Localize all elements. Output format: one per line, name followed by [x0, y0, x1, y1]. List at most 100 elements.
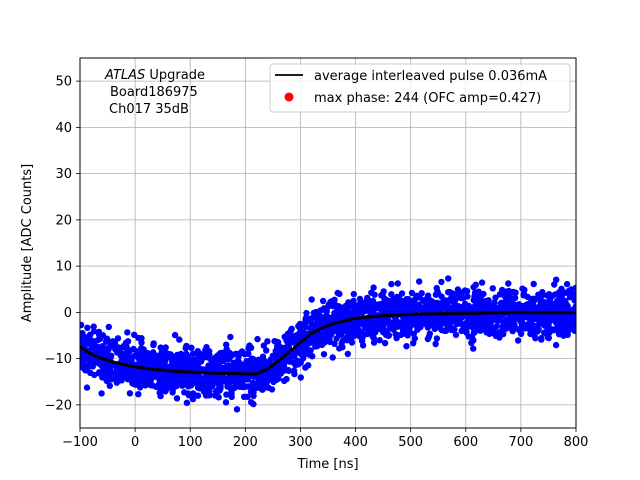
y-tick-label: 10 [55, 260, 72, 275]
sample-point [226, 355, 233, 363]
average-pulse-point [557, 310, 562, 315]
sample-point [302, 316, 309, 324]
sample-point [403, 343, 410, 350]
average-pulse-point [217, 371, 221, 376]
sample-point [206, 351, 213, 358]
average-pulse-point [395, 313, 400, 317]
sample-point [245, 383, 252, 390]
average-pulse-point [375, 314, 380, 319]
sample-point [509, 288, 516, 296]
sample-point [320, 351, 328, 358]
sample-point [89, 340, 96, 347]
sample-point [392, 331, 399, 338]
sample-point [402, 300, 409, 307]
sample-point [572, 303, 576, 310]
sample-point [550, 327, 557, 334]
sample-point [375, 316, 382, 324]
x-tick-label: 300 [288, 435, 313, 450]
average-pulse-point [104, 358, 109, 362]
sample-point [572, 295, 576, 303]
sample-point [479, 300, 486, 308]
sample-point [297, 332, 304, 339]
average-pulse-point [511, 310, 515, 315]
average-pulse-point [567, 310, 572, 315]
sample-point [348, 339, 356, 346]
average-pulse-point [319, 326, 324, 331]
sample-point [537, 299, 544, 306]
sample-point [544, 328, 551, 335]
sample-point [376, 337, 383, 344]
sample-point [179, 382, 186, 389]
average-pulse-point [316, 328, 320, 332]
average-pulse-point [144, 366, 148, 371]
average-pulse-point [432, 312, 436, 316]
axes-frame [79, 57, 577, 429]
sample-point [308, 296, 315, 303]
sample-point [371, 291, 378, 298]
sample-point [478, 322, 485, 329]
average-pulse-point [415, 312, 420, 316]
average-pulse-point [170, 369, 175, 373]
average-pulse-point [111, 360, 115, 364]
sample-point [416, 278, 423, 285]
average-pulse-point [521, 310, 525, 315]
sample-point [285, 366, 292, 374]
sample-point [455, 290, 462, 297]
average-pulse-point [461, 311, 466, 316]
average-pulse-point [342, 318, 347, 323]
sample-point [250, 384, 257, 392]
average-pulse-point [187, 370, 191, 374]
sample-point [433, 335, 441, 342]
average-pulse-point [180, 369, 185, 374]
sample-point [117, 365, 124, 372]
sample-point [318, 316, 325, 323]
sample-point [107, 339, 114, 347]
sample-point [297, 374, 304, 381]
sample-point [505, 280, 512, 287]
average-pulse-point [283, 353, 287, 358]
sample-point [553, 276, 560, 283]
sample-point [342, 302, 349, 310]
annotation-upgrade: Upgrade [145, 68, 205, 83]
x-axis-label: Time [ns] [296, 457, 358, 472]
average-pulse-point [356, 316, 360, 321]
sample-point [552, 305, 559, 312]
sample-point [473, 300, 480, 307]
sample-point [83, 384, 91, 391]
sample-point [492, 294, 499, 301]
sample-point [99, 374, 106, 381]
sample-point [337, 308, 345, 315]
sample-point [305, 362, 312, 369]
sample-point [142, 379, 150, 386]
sample-point [299, 321, 307, 328]
average-pulse-point [498, 310, 502, 315]
sample-point [489, 285, 496, 292]
sample-point [244, 393, 251, 400]
average-pulse-point [425, 312, 430, 316]
average-pulse-point [124, 363, 129, 367]
sample-point [495, 329, 502, 336]
average-pulse-point [213, 371, 218, 375]
sample-point [124, 329, 131, 336]
sample-point [303, 309, 310, 317]
sample-point [210, 363, 218, 370]
sample-point [84, 324, 91, 331]
sample-point [90, 328, 98, 335]
average-pulse-point [329, 322, 334, 327]
sample-point [319, 297, 327, 305]
sample-point [113, 379, 121, 386]
sample-point [97, 335, 104, 342]
sample-point [564, 325, 571, 332]
average-pulse-point [352, 316, 357, 321]
sample-point [395, 294, 402, 301]
sample-point [464, 293, 471, 300]
average-pulse-point [121, 362, 125, 367]
sample-point [275, 339, 282, 346]
sample-point [325, 301, 332, 308]
sample-point [126, 390, 134, 397]
sample-point [189, 395, 197, 403]
sample-point [544, 334, 552, 341]
x-tick-label: 400 [343, 435, 368, 450]
sample-point [381, 339, 389, 347]
sample-point [211, 392, 219, 399]
